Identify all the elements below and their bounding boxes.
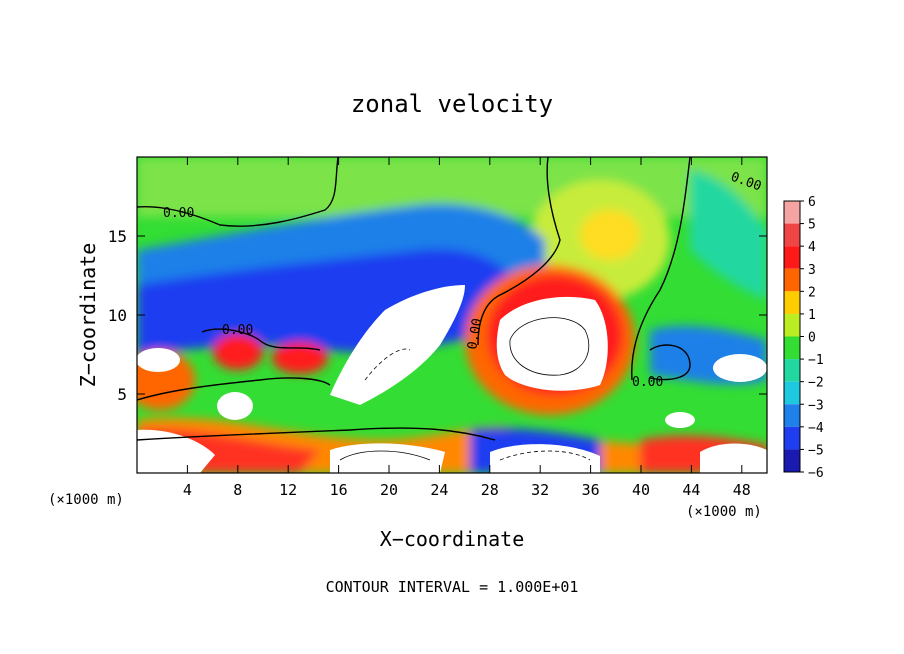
contour-label: 0.00 xyxy=(465,317,485,350)
contour-interval-note: CONTOUR INTERVAL = 1.000E+01 xyxy=(326,578,579,596)
colorbar-label: −2 xyxy=(808,376,824,391)
colorbar-swatch xyxy=(784,381,800,405)
colorbar-swatch xyxy=(784,201,800,224)
x-tick-label: 28 xyxy=(481,481,499,499)
colorbar-swatch xyxy=(784,246,800,269)
colorbar-label: −1 xyxy=(808,353,824,368)
colorbar-swatch xyxy=(784,404,800,427)
colorbar-swatch xyxy=(784,268,800,292)
colorbar-swatch xyxy=(784,223,800,247)
contour-label: 0.00 xyxy=(163,206,194,221)
colorbar-swatch xyxy=(784,449,800,472)
x-axis-label: X−coordinate xyxy=(380,527,525,551)
colorbar-label: −6 xyxy=(808,466,824,481)
colorbar-label: −3 xyxy=(808,398,824,413)
x-tick-label: 24 xyxy=(430,481,448,499)
x-tick-label: 20 xyxy=(380,481,398,499)
colorbar-swatch xyxy=(784,359,800,382)
y-tick-label: 5 xyxy=(117,385,127,404)
colorbar-swatch xyxy=(784,426,800,450)
x-tick-label: 48 xyxy=(733,481,751,499)
y-axis: 5 10 15 xyxy=(108,227,767,404)
chart-title: zonal velocity xyxy=(351,90,553,118)
x-axis: 4 8 12 16 20 24 28 32 36 40 44 48 xyxy=(183,157,751,499)
y-tick-label: 10 xyxy=(108,306,127,325)
x-tick-label: 16 xyxy=(330,481,348,499)
y-axis-label: Z−coordinate xyxy=(76,243,100,388)
contour-label: 0.00 xyxy=(632,375,663,390)
x-unit-left: (×1000 m) xyxy=(48,492,124,508)
contour-label: 0.00 xyxy=(222,323,253,338)
x-tick-label: 8 xyxy=(233,481,242,499)
colorbar-label: −5 xyxy=(808,443,824,458)
x-unit-right: (×1000 m) xyxy=(686,504,762,520)
colorbar-label: 5 xyxy=(808,218,816,233)
y-tick-label: 15 xyxy=(108,227,127,246)
colorbar-label: 1 xyxy=(808,308,816,323)
x-tick-label: 12 xyxy=(279,481,297,499)
colorbar-swatch xyxy=(784,291,800,314)
colorbar-label: 2 xyxy=(808,285,816,300)
x-tick-label: 40 xyxy=(632,481,650,499)
colorbar: 6 5 4 3 2 1 0 −1 −2 −3 −4 −5 −6 xyxy=(783,195,824,481)
colorbar-label: 0 xyxy=(808,331,816,346)
x-tick-label: 36 xyxy=(582,481,600,499)
colorbar-swatch xyxy=(784,313,800,337)
x-tick-label: 32 xyxy=(531,481,549,499)
heatmap-field xyxy=(137,157,767,473)
x-tick-label: 44 xyxy=(682,481,700,499)
x-tick-label: 4 xyxy=(183,481,192,499)
colorbar-label: 4 xyxy=(808,240,816,255)
colorbar-label: 6 xyxy=(808,195,816,210)
colorbar-label: 3 xyxy=(808,263,816,278)
colorbar-swatch xyxy=(784,336,800,360)
colorbar-label: −4 xyxy=(808,421,824,436)
